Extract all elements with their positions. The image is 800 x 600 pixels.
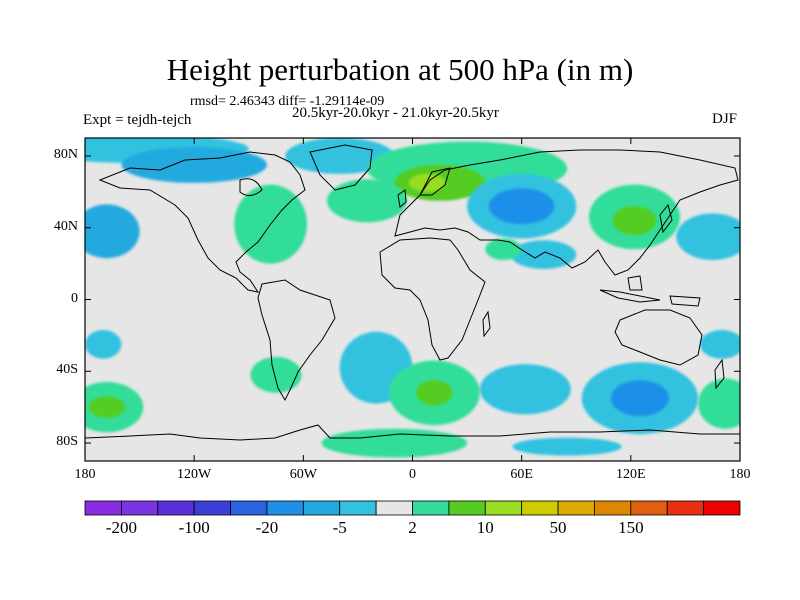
colorbar-swatch: [557, 500, 595, 516]
x-tick-label: 180: [729, 467, 751, 482]
colorbar-swatch: [84, 500, 122, 516]
colorbar-label: -200: [105, 518, 137, 537]
coast-australia: [614, 309, 703, 366]
anomaly-region: [85, 204, 140, 259]
colorbar-swatch: [703, 500, 741, 516]
colorbar: [84, 500, 741, 516]
colorbar-swatch: [302, 500, 341, 516]
x-tick-label: 60W: [289, 467, 317, 482]
axis-ticks: [84, 138, 741, 461]
anomaly-region: [510, 240, 577, 269]
colorbar-swatch: [339, 500, 377, 516]
coast-indonesia: [599, 289, 661, 303]
colorbar-label: -20: [255, 518, 279, 537]
experiment-label: Expt = tejdh-tejch: [83, 112, 192, 128]
coast-south-america: [257, 279, 336, 402]
anomaly-region: [416, 380, 453, 406]
colorbar-swatch: [375, 500, 413, 516]
anomaly-region: [321, 428, 468, 458]
colorbar-label: 50: [549, 518, 567, 537]
y-tick-label: 80N: [53, 146, 78, 162]
x-tick-label: 60E: [510, 467, 533, 482]
anomaly-region: [85, 330, 122, 359]
season-label: DJF: [712, 111, 738, 127]
period-label: 20.5kyr-20.0kyr - 21.0kyr-20.5kyr: [292, 105, 499, 121]
anomaly-region: [676, 213, 740, 261]
anomaly-region: [479, 364, 571, 415]
anomaly-region: [408, 173, 446, 192]
anomaly-region: [610, 380, 670, 417]
anomaly-region: [612, 206, 657, 235]
colorbar-swatch: [230, 500, 268, 516]
colorbar-label: 150: [618, 518, 644, 537]
coast-new-zealand: [714, 358, 725, 390]
coast-eurasia: [394, 149, 739, 276]
coast-antarctica: [85, 424, 740, 441]
coast-uk: [397, 189, 407, 208]
colorbar-label: -100: [178, 518, 210, 537]
coast-japan: [659, 203, 673, 234]
colorbar-swatch: [448, 500, 486, 516]
colorbar-swatch: [412, 500, 450, 516]
colorbar-swatch: [666, 500, 705, 516]
x-tick-label: 0: [409, 467, 416, 482]
anomaly-region: [485, 238, 522, 261]
coast-scandinavia: [419, 167, 451, 196]
x-tick-label: 120W: [177, 467, 212, 482]
colorbar-label: -5: [332, 518, 347, 537]
y-tick-label: 40N: [53, 218, 78, 234]
anomaly-region: [512, 437, 622, 456]
colorbar-swatch: [157, 500, 195, 516]
colorbar-swatch: [266, 500, 304, 516]
anomaly-region: [699, 330, 740, 359]
colorbar-swatch: [193, 500, 231, 516]
colorbar-swatch: [484, 500, 523, 516]
map-title: Height perturbation at 500 hPa (in m): [166, 52, 634, 87]
anomaly-region: [88, 396, 126, 418]
coast-africa: [379, 237, 486, 361]
y-tick-label: 80S: [56, 434, 78, 450]
x-tick-label: 180: [74, 467, 96, 482]
x-tick-label: 120E: [616, 467, 646, 482]
colorbar-swatch: [594, 500, 632, 516]
stats-line: rmsd= 2.46343 diff= -1.29114e-09: [190, 94, 385, 109]
y-tick-label: 40S: [56, 362, 78, 378]
coast-new-guinea: [669, 295, 701, 307]
coast-greenland: [309, 144, 373, 191]
y-tick-label: 0: [71, 290, 78, 306]
coast-madagascar: [482, 310, 491, 338]
coastlines: [85, 144, 740, 441]
anomaly-region: [250, 356, 302, 393]
colorbar-swatch: [521, 500, 559, 516]
coast-borneo: [627, 275, 643, 291]
colorbar-swatch: [120, 500, 159, 516]
colorbar-label: 10: [476, 518, 494, 537]
anomaly-region: [121, 146, 267, 183]
colorbar-swatch: [630, 500, 668, 516]
coast-north-america: [98, 151, 306, 293]
anomaly-region: [488, 188, 555, 225]
anomaly-region: [698, 378, 740, 429]
colorbar-label: 2: [408, 518, 417, 537]
anomaly-region: [326, 179, 408, 223]
anomaly-region: [285, 138, 395, 174]
coast-hudson-bay: [239, 178, 263, 196]
